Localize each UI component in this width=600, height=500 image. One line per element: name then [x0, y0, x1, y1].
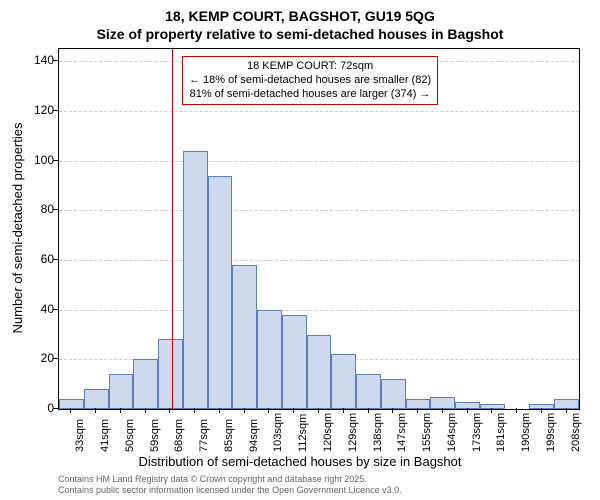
annotation-box: 18 KEMP COURT: 72sqm← 18% of semi-detach… [182, 56, 438, 105]
xtick-label: 59sqm [149, 419, 161, 452]
xtick-label: 199sqm [545, 413, 557, 452]
xtick-label: 164sqm [446, 413, 458, 452]
histogram-bar [455, 402, 480, 409]
xtick-mark [268, 408, 269, 413]
xtick-label: 208sqm [570, 413, 582, 452]
xtick-label: 103sqm [272, 413, 284, 452]
histogram-bar [59, 399, 84, 409]
xtick-mark [120, 408, 121, 413]
xtick-mark [368, 408, 369, 413]
histogram-bar [282, 315, 307, 409]
ytick-label: 100 [24, 153, 54, 167]
xtick-mark [145, 408, 146, 413]
xtick-mark [244, 408, 245, 413]
xtick-mark [318, 408, 319, 413]
xtick-label: 94sqm [248, 419, 260, 452]
xtick-label: 129sqm [347, 413, 359, 452]
xtick-label: 77sqm [198, 419, 210, 452]
histogram-bar [183, 151, 208, 409]
gridline [59, 210, 579, 211]
xtick-mark [491, 408, 492, 413]
xtick-mark [343, 408, 344, 413]
chart-title-sub: Size of property relative to semi-detach… [0, 26, 600, 42]
xtick-label: 120sqm [322, 413, 334, 452]
histogram-bar [257, 310, 282, 409]
ytick-label: 80 [24, 202, 54, 216]
xtick-label: 190sqm [520, 413, 532, 452]
histogram-bar [232, 265, 257, 409]
xtick-mark [417, 408, 418, 413]
annotation-line-1: 18 KEMP COURT: 72sqm [189, 60, 431, 74]
histogram-bar [109, 374, 134, 409]
plot-area: 18 KEMP COURT: 72sqm← 18% of semi-detach… [58, 48, 580, 410]
footer-attribution: Contains HM Land Registry data © Crown c… [58, 474, 402, 496]
histogram-bar [356, 374, 381, 409]
xtick-label: 155sqm [421, 413, 433, 452]
ytick-label: 120 [24, 103, 54, 117]
annotation-line-3: 81% of semi-detached houses are larger (… [189, 88, 431, 102]
xtick-mark [467, 408, 468, 413]
xtick-label: 33sqm [74, 419, 86, 452]
histogram-bar [158, 339, 183, 409]
chart-container: 18, KEMP COURT, BAGSHOT, GU19 5QG Size o… [0, 0, 600, 500]
histogram-bar [529, 404, 554, 409]
histogram-bar [84, 389, 109, 409]
xtick-mark [392, 408, 393, 413]
y-axis-label: Number of semi-detached properties [10, 123, 25, 334]
chart-title-main: 18, KEMP COURT, BAGSHOT, GU19 5QG [0, 8, 600, 24]
xtick-label: 112sqm [297, 414, 309, 452]
xtick-mark [70, 408, 71, 413]
xtick-label: 68sqm [173, 419, 185, 452]
histogram-bar [331, 354, 356, 409]
gridline [59, 310, 579, 311]
footer-line-2: Contains public sector information licen… [58, 485, 402, 496]
reference-line [172, 49, 173, 409]
gridline [59, 161, 579, 162]
xtick-mark [516, 408, 517, 413]
xtick-mark [194, 408, 195, 413]
xtick-mark [219, 408, 220, 413]
xtick-label: 50sqm [124, 419, 136, 452]
ytick-label: 60 [24, 252, 54, 266]
histogram-bar [208, 176, 233, 409]
xtick-label: 85sqm [223, 419, 235, 452]
xtick-mark [541, 408, 542, 413]
ytick-label: 40 [24, 302, 54, 316]
xtick-label: 41sqm [99, 419, 111, 452]
xtick-label: 173sqm [471, 413, 483, 452]
xtick-label: 181sqm [495, 413, 507, 452]
x-axis-label: Distribution of semi-detached houses by … [0, 454, 600, 469]
annotation-line-2: ← 18% of semi-detached houses are smalle… [189, 74, 431, 88]
ytick-label: 0 [24, 401, 54, 415]
xtick-mark [169, 408, 170, 413]
histogram-bar [307, 335, 332, 409]
xtick-label: 138sqm [372, 413, 384, 452]
ytick-label: 140 [24, 53, 54, 67]
xtick-mark [566, 408, 567, 413]
xtick-label: 147sqm [396, 413, 408, 452]
histogram-bar [381, 379, 406, 409]
xtick-mark [293, 408, 294, 413]
ytick-label: 20 [24, 351, 54, 365]
histogram-bar [430, 397, 455, 409]
gridline [59, 260, 579, 261]
footer-line-1: Contains HM Land Registry data © Crown c… [58, 474, 402, 485]
xtick-mark [442, 408, 443, 413]
histogram-bar [133, 359, 158, 409]
histogram-bar [554, 399, 579, 409]
gridline [59, 111, 579, 112]
xtick-mark [95, 408, 96, 413]
